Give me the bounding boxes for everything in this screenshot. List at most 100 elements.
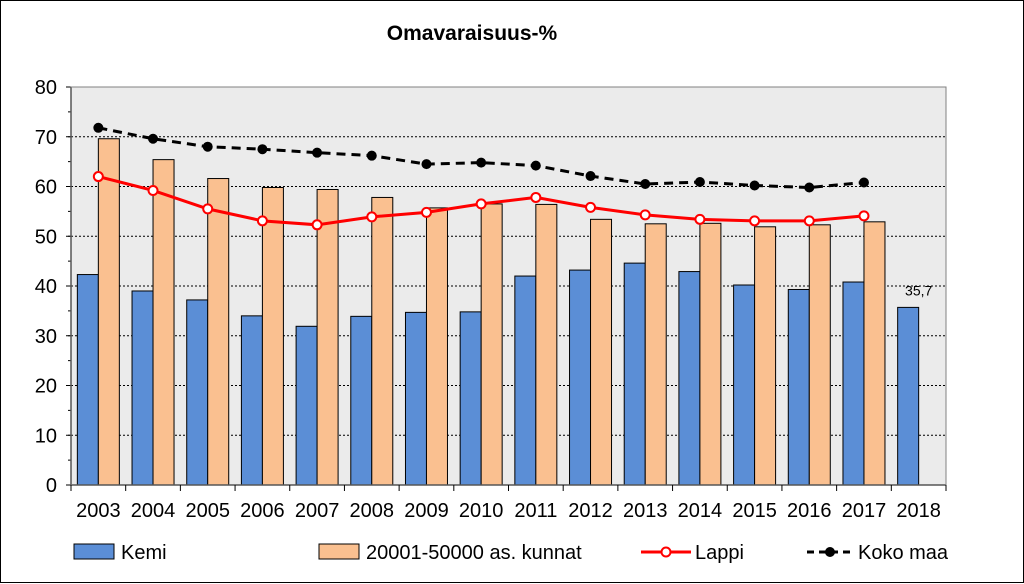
x-tick-label: 2009 [404,500,449,522]
y-tick-label: 30 [35,326,57,348]
bar-kemi [186,299,209,486]
bar-kunnat [808,224,831,486]
bar-kemi [623,262,646,486]
x-tick-label: 2010 [459,500,504,522]
x-tick-label: 2007 [295,500,340,522]
point-lappi [92,171,104,183]
bar-kemi [131,290,154,486]
bar-kunnat [152,159,175,486]
point-koko-maa [749,180,760,191]
bar-kunnat [316,188,339,486]
point-koko-maa [530,160,541,171]
bar-kemi [76,274,99,486]
y-tick-label: 0 [46,475,57,497]
data-label: 35,7 [905,282,932,298]
point-lappi [585,201,597,213]
legend-label-koko-maa: Koko maa [858,542,949,564]
y-tick-label: 40 [35,276,57,298]
x-tick-label: 2017 [842,500,887,522]
point-lappi [147,184,159,196]
legend-label-lappi: Lappi [695,542,744,564]
y-tick-label: 10 [35,425,57,447]
bar-kemi [842,281,865,486]
bar-kunnat [535,203,558,486]
legend-swatch-kemi [73,543,115,560]
x-tick-label: 2015 [732,500,777,522]
legend-swatch-kunnat [318,543,360,560]
x-tick-label: 2008 [350,500,395,522]
bar-kemi [569,269,592,486]
point-koko-maa [476,157,487,168]
point-koko-maa [148,133,159,144]
y-tick-label: 50 [35,226,57,248]
legend-marker-koko-maa [825,547,835,557]
x-tick-label: 2003 [76,500,121,522]
bar-kunnat [644,223,667,486]
point-koko-maa [366,150,377,161]
point-lappi [256,215,268,227]
point-lappi [694,213,706,225]
x-tick-label: 2004 [131,500,176,522]
point-koko-maa [202,141,213,152]
point-koko-maa [804,182,815,193]
point-koko-maa [640,179,651,190]
x-tick-label: 2013 [623,500,668,522]
bar-kunnat [590,218,613,486]
legend: Kemi 20001-50000 as. kunnat Lappi Koko maa [73,542,949,564]
point-koko-maa [257,144,268,155]
point-koko-maa [858,177,869,188]
bar-kemi [733,284,756,486]
bar-kunnat [371,196,394,486]
bar-kunnat [425,207,448,486]
chart-title: Omavaraisuus-% [387,22,558,45]
x-tick-label: 2018 [896,500,941,522]
bar-kemi [787,288,810,486]
bar-kemi [295,325,318,486]
legend-label-kunnat: 20001-50000 as. kunnat [366,542,582,564]
y-tick-label: 60 [35,177,57,199]
bar-kunnat [754,226,777,486]
y-tick-label: 80 [35,77,57,99]
point-koko-maa [585,171,596,182]
point-koko-maa [93,122,104,133]
x-tick-label: 2011 [514,500,557,522]
point-koko-maa [312,147,323,158]
x-tick-label: 2014 [678,500,723,522]
bar-kemi [459,311,482,486]
bar-kemi [350,315,373,486]
point-lappi [311,219,323,231]
bar-kemi [678,271,701,486]
x-tick-label: 2006 [240,500,285,522]
bar-kemi [240,315,263,486]
bar-kemi [897,306,920,486]
x-tick-label: 2012 [568,500,613,522]
point-lappi [803,215,815,227]
point-lappi [858,210,870,222]
point-lappi [749,215,761,227]
point-lappi [366,211,378,223]
point-koko-maa [694,177,705,188]
bar-kunnat [480,203,503,486]
x-tick-label: 2005 [185,500,230,522]
bar-kunnat [699,222,722,486]
point-lappi [420,206,432,218]
point-lappi [475,198,487,210]
legend-label-kemi: Kemi [121,542,167,564]
bar-kunnat [207,178,230,486]
y-tick-label: 20 [35,376,57,398]
point-lappi [530,191,542,203]
point-koko-maa [421,159,432,170]
bar-kunnat [97,138,120,486]
point-lappi [202,203,214,215]
bar-kunnat [863,221,886,486]
x-tick-label: 2016 [787,500,832,522]
bar-kemi [404,311,427,486]
legend-marker-lappi [660,546,672,558]
y-tick-label: 70 [35,127,57,149]
plot-area: 0 10 20 30 40 50 60 70 80 35,7 2003 2004 2005 2006 200… [35,77,947,522]
point-lappi [639,209,651,221]
bar-kemi [514,275,537,486]
bar-kunnat [261,186,284,486]
